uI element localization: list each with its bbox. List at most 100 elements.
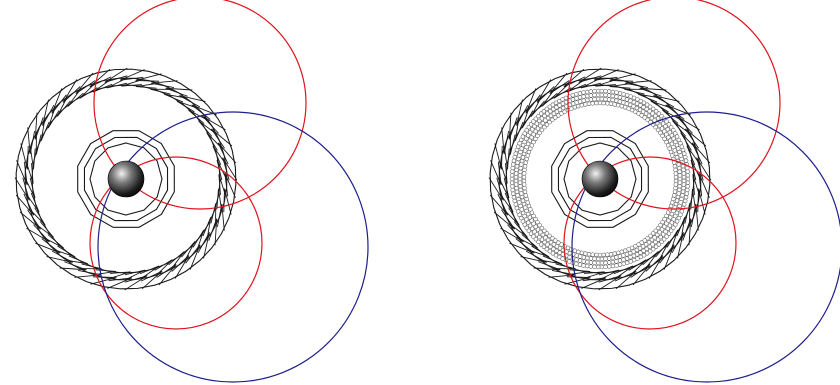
straw-tube bbox=[534, 121, 540, 126]
straw-tube bbox=[544, 246, 549, 252]
straw-tube bbox=[683, 195, 689, 200]
straw-tube bbox=[608, 252, 614, 257]
straw-tube bbox=[517, 173, 523, 178]
straw-tube bbox=[673, 131, 678, 136]
straw-tube bbox=[594, 100, 599, 106]
straw-tube bbox=[522, 167, 527, 173]
straw-tube bbox=[514, 171, 519, 176]
straw-tube bbox=[511, 162, 516, 167]
straw-tube bbox=[641, 100, 647, 105]
straw-tube bbox=[512, 198, 517, 204]
straw-tube bbox=[538, 111, 544, 116]
straw-tube bbox=[545, 237, 551, 243]
straw-tube bbox=[658, 222, 663, 228]
straw-tube bbox=[514, 205, 520, 211]
straw-tube bbox=[515, 193, 520, 198]
straw-tube bbox=[522, 182, 527, 187]
straw-tube bbox=[551, 111, 557, 116]
straw-tube bbox=[520, 198, 526, 203]
straw-tube bbox=[531, 132, 536, 137]
straw-tube bbox=[538, 123, 543, 128]
straw-tube bbox=[660, 121, 666, 126]
straw-tube bbox=[605, 101, 610, 106]
straw-tube bbox=[554, 109, 560, 114]
straw-tube bbox=[653, 113, 658, 119]
straw-tube bbox=[670, 153, 675, 158]
straw-tube bbox=[650, 242, 655, 247]
straw-tube bbox=[517, 176, 523, 182]
straw-tube bbox=[531, 119, 536, 124]
straw-tube bbox=[559, 242, 564, 247]
straw-tube bbox=[673, 222, 678, 227]
straw-tube bbox=[533, 237, 539, 242]
straw-tube bbox=[551, 242, 557, 247]
track-red-lower bbox=[563, 156, 737, 330]
straw-tube bbox=[682, 151, 687, 156]
straw-tube bbox=[672, 164, 678, 169]
straw-tube bbox=[511, 195, 517, 200]
straw-tube bbox=[599, 256, 604, 262]
straw-tube bbox=[612, 251, 617, 256]
straw-tube bbox=[664, 213, 669, 219]
straw-tube bbox=[526, 220, 531, 225]
straw-tube bbox=[644, 106, 649, 112]
straw-tube bbox=[606, 260, 612, 265]
straw-tube bbox=[535, 126, 541, 131]
straw-tube bbox=[674, 134, 680, 139]
straw-tube bbox=[641, 105, 646, 110]
straw-tube bbox=[548, 240, 554, 245]
beam-pipe bbox=[581, 160, 619, 198]
straw-tube bbox=[523, 160, 528, 165]
straw-tube bbox=[645, 117, 650, 122]
straw-tube bbox=[685, 173, 691, 178]
straw-tube bbox=[621, 261, 626, 266]
straw-tube bbox=[684, 191, 689, 196]
straw-tube bbox=[597, 100, 603, 106]
straw-tube bbox=[674, 198, 680, 203]
straw-tube bbox=[614, 259, 619, 264]
straw-tube bbox=[666, 218, 671, 223]
straw-tube bbox=[584, 263, 590, 269]
straw-tube bbox=[683, 198, 688, 204]
straw-tube bbox=[588, 256, 594, 261]
straw-tube bbox=[607, 264, 612, 269]
straw-tube bbox=[570, 93, 575, 98]
straw-tube bbox=[545, 242, 550, 247]
straw-tube bbox=[548, 113, 554, 118]
straw-tube bbox=[669, 125, 674, 130]
straw-tube bbox=[653, 239, 658, 245]
straw-tube bbox=[664, 234, 669, 239]
inner-ring-inner bbox=[563, 142, 637, 216]
straw-tube bbox=[610, 89, 616, 95]
straw-tube bbox=[521, 178, 527, 184]
straw-tube bbox=[646, 113, 652, 118]
straw-tube bbox=[651, 106, 656, 112]
straw-tube bbox=[547, 104, 552, 109]
straw-tube bbox=[583, 102, 588, 107]
straw-tube bbox=[621, 92, 626, 97]
straw-tube bbox=[533, 129, 538, 134]
straw-tube bbox=[528, 231, 534, 236]
straw-tube bbox=[655, 116, 661, 121]
straw-tube bbox=[596, 96, 601, 102]
straw-tube bbox=[557, 250, 562, 255]
straw-tube bbox=[642, 238, 647, 243]
straw-tube bbox=[542, 239, 547, 245]
straw-tube bbox=[633, 109, 638, 114]
straw-tube bbox=[664, 132, 669, 137]
straw-tube bbox=[539, 116, 545, 121]
straw-tube bbox=[527, 138, 533, 143]
straw-tube bbox=[585, 93, 590, 99]
straw-tube bbox=[638, 98, 643, 104]
straw-tube bbox=[514, 182, 519, 187]
straw-tube bbox=[664, 221, 669, 226]
straw-tube bbox=[559, 111, 564, 116]
straw-tube bbox=[663, 229, 668, 234]
inner-ring-middle bbox=[557, 136, 643, 222]
straw-tube bbox=[512, 154, 517, 160]
straw-tube bbox=[614, 90, 619, 95]
straw-tube bbox=[519, 158, 525, 164]
straw-tube bbox=[543, 235, 548, 240]
straw-tube bbox=[585, 97, 590, 103]
straw-tube bbox=[550, 117, 555, 122]
